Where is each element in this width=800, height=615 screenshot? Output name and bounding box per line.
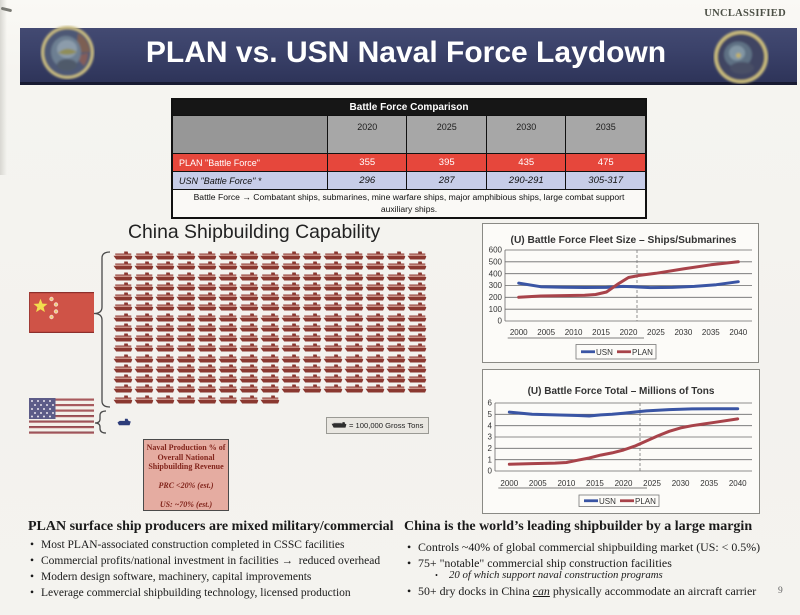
svg-text:2030: 2030 xyxy=(674,328,692,337)
svg-text:2015: 2015 xyxy=(586,479,604,488)
svg-text:100: 100 xyxy=(489,305,503,314)
svg-text:(U) Battle Force Fleet Size –: (U) Battle Force Fleet Size – Ships/Subm… xyxy=(511,235,737,246)
svg-text:PLAN: PLAN xyxy=(632,348,653,357)
svg-text:2035: 2035 xyxy=(702,328,720,337)
svg-text:2020: 2020 xyxy=(615,479,633,488)
svg-text:(U) Battle Force Total – Milli: (U) Battle Force Total – Millions of Ton… xyxy=(528,386,715,397)
svg-text:2000: 2000 xyxy=(500,479,518,488)
svg-text:2005: 2005 xyxy=(529,479,547,488)
svg-text:3: 3 xyxy=(488,433,493,442)
svg-text:USN: USN xyxy=(599,497,616,506)
svg-text:500: 500 xyxy=(489,258,503,267)
svg-text:5: 5 xyxy=(488,410,493,419)
svg-text:2025: 2025 xyxy=(647,328,665,337)
svg-text:2010: 2010 xyxy=(557,479,575,488)
svg-text:USN: USN xyxy=(596,348,613,357)
svg-text:2010: 2010 xyxy=(565,328,583,337)
svg-text:2030: 2030 xyxy=(672,479,690,488)
svg-text:2005: 2005 xyxy=(537,328,555,337)
svg-text:2: 2 xyxy=(488,444,493,453)
svg-text:2035: 2035 xyxy=(700,479,718,488)
svg-text:2000: 2000 xyxy=(510,328,528,337)
svg-text:300: 300 xyxy=(489,281,503,290)
svg-text:600: 600 xyxy=(489,246,503,255)
svg-text:2040: 2040 xyxy=(729,479,747,488)
svg-text:2015: 2015 xyxy=(592,328,610,337)
svg-text:4: 4 xyxy=(488,421,493,430)
svg-text:0: 0 xyxy=(488,467,493,476)
svg-text:200: 200 xyxy=(489,293,503,302)
svg-text:1: 1 xyxy=(488,455,493,464)
svg-text:6: 6 xyxy=(488,399,493,408)
svg-text:2020: 2020 xyxy=(620,328,638,337)
svg-text:400: 400 xyxy=(489,269,503,278)
svg-text:2040: 2040 xyxy=(729,328,747,337)
svg-text:2025: 2025 xyxy=(643,479,661,488)
svg-text:PLAN: PLAN xyxy=(635,497,656,506)
svg-text:0: 0 xyxy=(498,317,503,326)
